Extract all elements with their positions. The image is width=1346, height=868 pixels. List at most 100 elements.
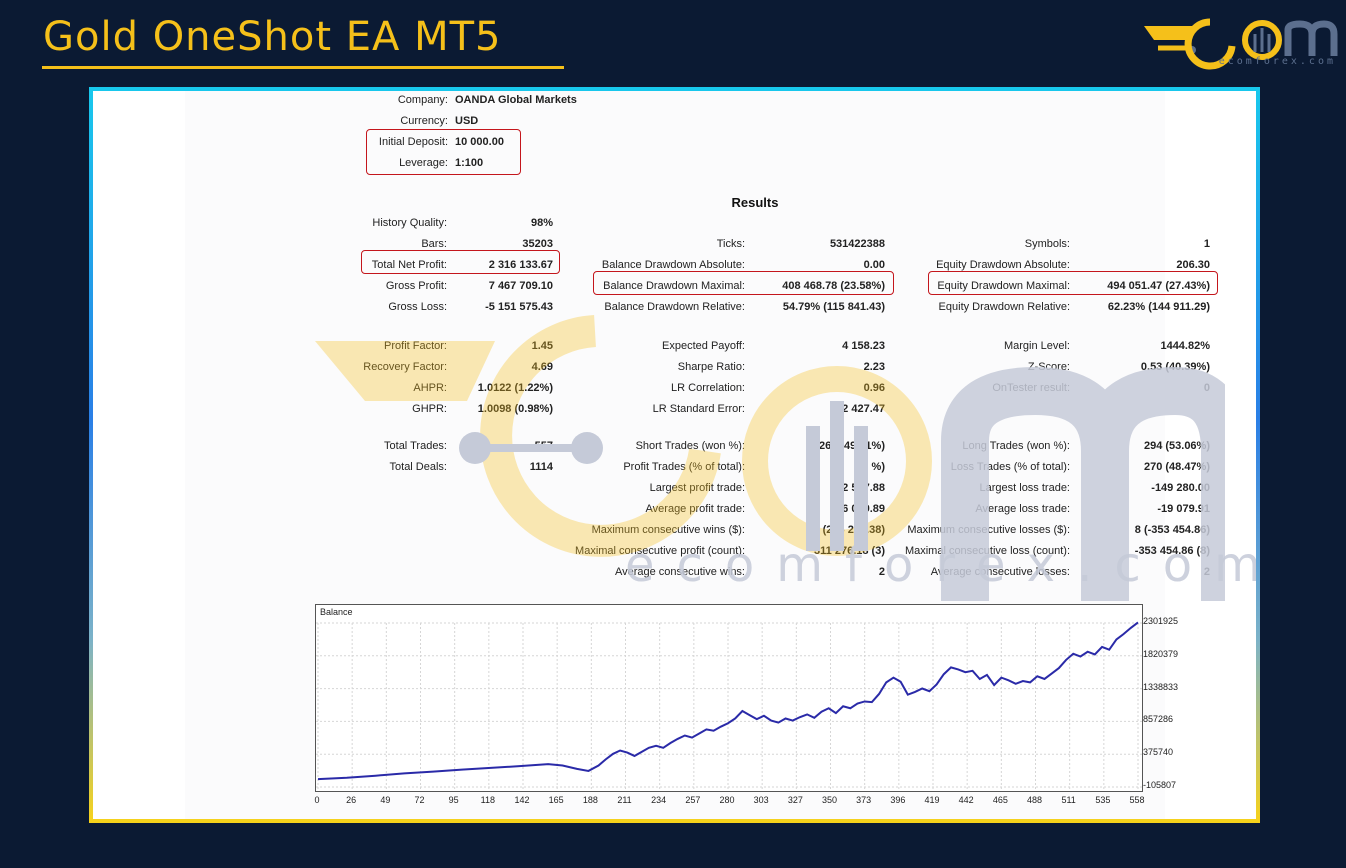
- y-tick-label: 1820379: [1143, 648, 1179, 659]
- x-tick-label: 49: [380, 795, 391, 805]
- report-frame: Company: OANDA Global Markets Currency: …: [89, 87, 1260, 823]
- ecom-watermark-logo: [315, 315, 1225, 601]
- x-tick-label: 488: [1026, 795, 1043, 805]
- result-value: 2.23: [863, 361, 885, 373]
- x-tick-label: 26: [346, 795, 357, 805]
- highlight-equity-drawdown: [928, 271, 1218, 295]
- balance-line: [317, 621, 1139, 781]
- x-tick-label: 142: [514, 795, 530, 805]
- result-label: Recovery Factor:: [363, 361, 447, 373]
- result-value: 2 316 133.67: [488, 259, 553, 271]
- deposit-value: 10 000.00: [455, 136, 504, 148]
- currency-label: Currency:: [400, 115, 448, 127]
- result-value: 1.0098 (0.98%): [477, 403, 553, 415]
- x-tick-label: 558: [1129, 795, 1145, 805]
- result-label: Balance Drawdown Relative:: [604, 301, 745, 313]
- result-value: 54.79% (115 841.43): [782, 301, 885, 313]
- result-label: Gross Profit:: [385, 280, 447, 292]
- balance-chart-plot: [316, 621, 1142, 791]
- x-tick-label: 188: [582, 795, 598, 805]
- y-tick-label: 375740: [1143, 747, 1174, 758]
- result-label: History Quality:: [372, 217, 447, 229]
- result-label: Balance Drawdown Absolute:: [601, 259, 745, 271]
- result-label: AHPR:: [413, 382, 447, 394]
- result-label: Sharpe Ratio:: [677, 361, 745, 373]
- x-tick-label: 0: [314, 795, 320, 805]
- result-label: Expected Payoff:: [662, 340, 745, 352]
- result-value: 4.69: [531, 361, 553, 373]
- x-tick-label: 419: [924, 795, 940, 805]
- highlight-balance-drawdown: [593, 271, 894, 295]
- result-value: 270 (48.47%): [1143, 461, 1210, 473]
- result-value: 531422388: [829, 238, 885, 250]
- y-tick-label: -105807: [1143, 780, 1177, 790]
- result-label: Total Net Profit:: [371, 259, 447, 271]
- x-tick-label: 257: [685, 795, 701, 805]
- chart-title: Balance: [320, 607, 353, 617]
- result-label: Maximal consecutive profit (count):: [575, 545, 745, 557]
- balance-chart: Balance: [315, 604, 1143, 792]
- leverage-value: 1:100: [455, 157, 484, 169]
- result-label: Gross Loss:: [388, 301, 447, 313]
- result-value: 98%: [530, 217, 553, 229]
- ecom-logo: [1144, 18, 1338, 70]
- y-tick-label: 1338833: [1143, 681, 1179, 692]
- result-value: 206.30: [1176, 259, 1210, 271]
- result-value: 8 (-353 454.86): [1134, 524, 1210, 536]
- highlight-net-profit: [361, 250, 560, 274]
- result-value: %): [871, 461, 885, 473]
- x-tick-label: 211: [617, 795, 632, 805]
- result-label: Average loss trade:: [975, 503, 1070, 515]
- y-tick-label: 857286: [1143, 714, 1174, 725]
- brand-url: ecomforex.com: [1218, 56, 1336, 67]
- result-label: Balance Drawdown Maximal:: [603, 280, 745, 292]
- x-tick-label: 165: [548, 795, 564, 805]
- result-label: Equity Drawdown Relative:: [938, 301, 1070, 313]
- title-underline: [42, 66, 564, 69]
- result-label: Largest profit trade:: [649, 482, 745, 494]
- result-value: -19 079.91: [1157, 503, 1210, 515]
- x-tick-label: 118: [480, 795, 495, 805]
- result-value: 1114: [529, 461, 553, 473]
- highlight-deposit-leverage: [366, 129, 521, 175]
- x-tick-label: 280: [719, 795, 735, 805]
- x-tick-label: 72: [414, 795, 425, 805]
- x-tick-label: 373: [856, 795, 872, 805]
- result-label: Equity Drawdown Maximal:: [937, 280, 1070, 292]
- x-tick-label: 442: [958, 795, 974, 805]
- strategy-tester-report: Company: OANDA Global Markets Currency: …: [93, 91, 1256, 819]
- x-tick-label: 511: [1061, 795, 1076, 805]
- result-value: 0.00: [863, 259, 885, 271]
- result-label: Long Trades (won %):: [962, 440, 1070, 452]
- company-value: OANDA Global Markets: [455, 94, 577, 106]
- x-tick-label: 465: [992, 795, 1008, 805]
- x-tick-label: 535: [1095, 795, 1111, 805]
- result-value: 4 158.23: [842, 340, 885, 352]
- result-value: -5 151 575.43: [485, 301, 553, 313]
- result-label: Average profit trade:: [645, 503, 745, 515]
- y-tick-label: 2301925: [1143, 616, 1179, 626]
- result-label: Margin Level:: [1003, 340, 1070, 352]
- result-label: LR Correlation:: [671, 382, 745, 394]
- result-label: Symbols:: [1024, 238, 1070, 250]
- x-tick-label: 327: [787, 795, 803, 805]
- watermark-text: ecomforex.com: [625, 537, 1256, 593]
- result-value: 494 051.47 (27.43%): [1107, 280, 1210, 292]
- result-value: 0.96: [863, 382, 885, 394]
- results-heading: Results: [731, 195, 779, 210]
- result-value: 2: [878, 566, 885, 578]
- report-sheet: Company: OANDA Global Markets Currency: …: [185, 91, 1256, 819]
- page-title: Gold OneShot EA MT5: [43, 14, 502, 60]
- result-label: GHPR:: [412, 403, 447, 415]
- result-label: Maximum consecutive wins ($):: [591, 524, 745, 536]
- result-value: 1.0122 (1.22%): [477, 382, 553, 394]
- result-label: Total Trades:: [384, 440, 447, 452]
- x-tick-label: 234: [651, 795, 667, 805]
- result-label: Equity Drawdown Absolute:: [936, 259, 1070, 271]
- currency-value: USD: [455, 115, 479, 127]
- result-label: LR Standard Error:: [652, 403, 745, 415]
- result-value: 1: [1203, 238, 1210, 250]
- result-label: Largest loss trade:: [979, 482, 1071, 494]
- result-value: -149 280.00: [1151, 482, 1210, 494]
- result-value: 1444.82%: [1160, 340, 1210, 352]
